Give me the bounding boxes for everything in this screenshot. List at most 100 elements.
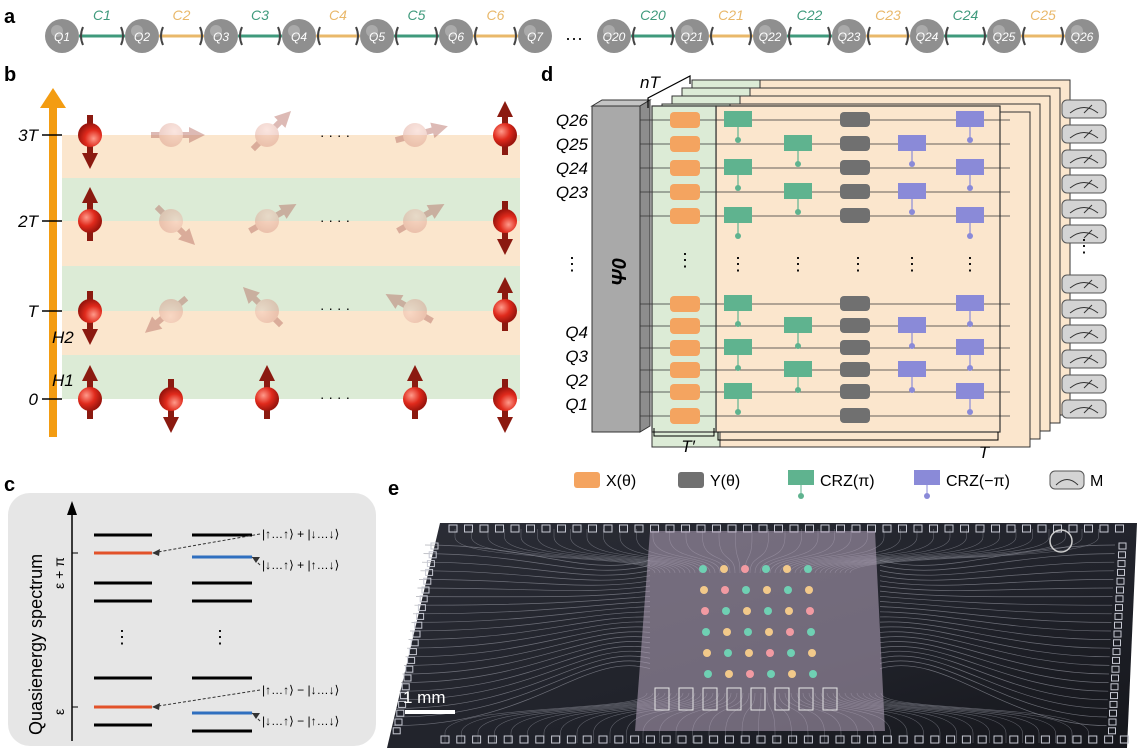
bond-pad	[835, 735, 845, 744]
spin	[250, 110, 292, 152]
bond-pad	[1088, 735, 1098, 744]
crz-minus-pi-gate	[898, 361, 926, 377]
spin	[394, 122, 448, 147]
crz-pi-gate	[724, 111, 752, 127]
measurement-dots: ⋮	[1075, 236, 1093, 256]
measurement-icon	[1061, 349, 1107, 369]
band-orange	[62, 135, 520, 178]
bond-pad	[898, 735, 908, 744]
bond-pad	[503, 735, 513, 744]
bond-pad	[803, 735, 813, 744]
bond-pad	[405, 665, 414, 673]
crz-minus-pi-gate	[898, 317, 926, 333]
bond-pad	[495, 524, 504, 533]
bond-pad	[423, 577, 432, 585]
crz-minus-pi-gate	[956, 295, 984, 311]
legend-swatch	[678, 472, 704, 488]
bond-pad	[993, 735, 1003, 744]
bond-pad	[724, 735, 734, 744]
crz-pi-gate	[724, 159, 752, 175]
crz-pi-gate	[784, 135, 812, 151]
bond-pad	[1099, 524, 1109, 533]
bond-pad	[401, 683, 410, 691]
spectrum-box	[8, 493, 376, 746]
chain-ellipsis: ···	[565, 28, 583, 48]
qubit-dot	[703, 649, 711, 657]
bond-pad	[419, 595, 428, 603]
bond-pad	[1113, 630, 1122, 638]
coupler-label: C6	[487, 7, 505, 23]
ellipsis-row-2T: · · · ·	[320, 212, 350, 228]
bond-pad	[944, 524, 954, 533]
bond-pad	[756, 735, 766, 744]
x-gate	[670, 340, 700, 356]
bond-pad	[456, 735, 466, 744]
spin	[493, 379, 517, 433]
legend-label: M	[1090, 473, 1103, 490]
bond-pad	[519, 735, 529, 744]
qubit-dot	[787, 649, 795, 657]
coupler-label: C21	[718, 7, 744, 23]
qubit-dot	[804, 565, 812, 573]
bond-pad	[914, 735, 924, 744]
bond-pad	[448, 524, 458, 533]
qubit-dot	[785, 607, 793, 615]
qubit-dot	[788, 670, 796, 678]
bond-pad	[582, 735, 592, 744]
spin	[385, 294, 434, 324]
coupler-label: C4	[329, 7, 347, 23]
bond-pad	[603, 524, 613, 533]
panel-a-qubit-chain: C1 C2 C3 C4 C5 C6 C20 C21 C22 C23 C24 C25 Q1 Q2 Q3 Q4 Q5…	[45, 7, 1099, 53]
bond-pad	[975, 524, 985, 533]
bond-pad	[557, 524, 566, 533]
bond-pad	[634, 524, 644, 533]
qubit-dot	[783, 565, 791, 573]
spin	[144, 295, 189, 333]
crz-minus-pi-gate	[956, 339, 984, 355]
qubit-dot	[806, 607, 814, 615]
qubit-dot	[764, 607, 772, 615]
crz-pi-gate	[724, 295, 752, 311]
bond-pad	[788, 735, 798, 744]
qubit-dot	[722, 607, 730, 615]
psi-label: Ψ0	[609, 258, 631, 286]
bond-pad	[1006, 524, 1016, 533]
spin	[78, 365, 102, 419]
qubit-label: Q22	[759, 30, 782, 44]
panel-label-c: c	[4, 474, 16, 496]
bond-pad	[1040, 735, 1050, 744]
bond-pad	[1104, 735, 1114, 744]
crz-pi-gate	[784, 361, 812, 377]
spin	[78, 187, 102, 241]
qubit-label: Q23	[838, 30, 861, 44]
bond-pad	[946, 735, 956, 744]
measurement-icon	[1061, 274, 1107, 294]
time-label-0: 0	[29, 390, 39, 409]
bond-pad	[1117, 560, 1126, 568]
y-gate	[840, 136, 870, 151]
bond-pad	[614, 735, 624, 744]
spin	[248, 204, 297, 234]
x-gate	[670, 184, 700, 200]
qubit-dot	[742, 586, 750, 594]
bond-pad	[991, 524, 1000, 533]
bond-pad	[645, 735, 655, 744]
qubit-label: Q5	[369, 30, 385, 44]
spin	[255, 365, 279, 419]
x-gate	[670, 160, 700, 176]
qubit-dot	[743, 607, 751, 615]
bond-pad	[487, 735, 497, 744]
qubit-dot	[767, 670, 775, 678]
spectrum-axis-label: Quasienergy spectrum	[26, 554, 46, 735]
qubit-label-top: Q26	[556, 111, 589, 130]
bond-pad	[414, 621, 423, 629]
ellipsis-row-3T: · · · ·	[320, 127, 350, 143]
bond-pad	[598, 735, 608, 744]
bond-pad	[709, 735, 719, 744]
bond-pad	[661, 735, 671, 744]
qubit-dot	[765, 628, 773, 636]
qubit-label-bottom: Q3	[565, 347, 588, 366]
ellipsis-row-T: · · · ·	[320, 300, 350, 316]
dots-left: ⋮	[113, 627, 131, 647]
x-gate	[670, 384, 700, 400]
